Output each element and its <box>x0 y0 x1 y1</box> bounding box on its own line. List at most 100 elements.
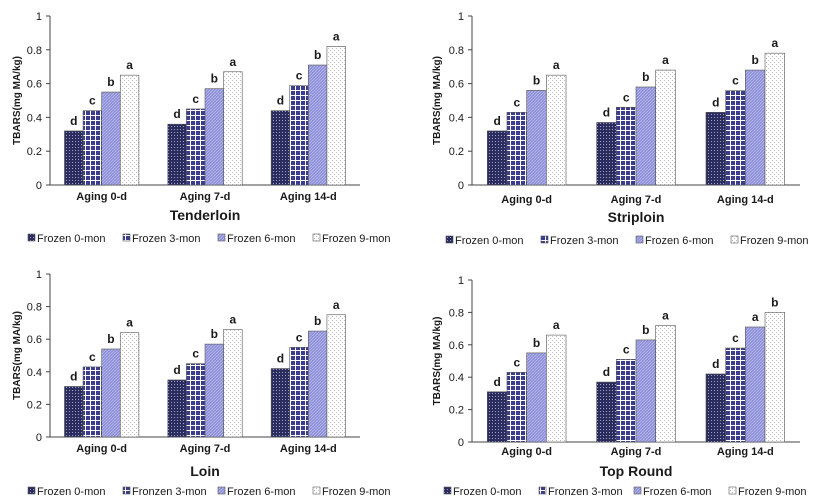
significance-label: c <box>192 92 199 106</box>
y-tick-label: 0.2 <box>449 405 464 417</box>
x-category-label: Aging 0-d <box>76 191 127 203</box>
legend-swatch <box>27 233 36 242</box>
y-tick-label: 1 <box>36 11 42 23</box>
legend-label: Frozen 6-mon <box>645 235 713 247</box>
bar <box>119 332 140 438</box>
bar <box>223 71 243 186</box>
legend-label: Frozen 3-mon <box>550 235 618 247</box>
significance-label: d <box>712 95 719 109</box>
significance-label: c <box>732 73 739 87</box>
legend-label: Frozen 9-mon <box>740 235 808 247</box>
bar <box>596 381 617 443</box>
y-tick-label: 0.8 <box>27 45 42 57</box>
x-category-label: Aging 7-d <box>180 191 231 203</box>
y-tick-label: 0.6 <box>449 340 464 352</box>
y-axis-title: TBARS(mg MA/kg) <box>12 311 23 400</box>
significance-label: d <box>173 107 180 121</box>
significance-label: a <box>333 29 340 43</box>
significance-label: d <box>173 363 180 377</box>
legend: Frozen 0-mon Fronzen 3-mon Frozen 6-mon Fro… <box>443 486 806 498</box>
significance-label: b <box>642 323 649 337</box>
y-tick-label: 0.2 <box>27 146 42 158</box>
legend-label: Frozen 0-mon <box>453 486 521 498</box>
significance-label: d <box>277 94 284 108</box>
legend-swatch <box>728 486 737 495</box>
bar <box>506 112 527 186</box>
bar <box>745 326 766 443</box>
y-tick-label: 1 <box>36 269 42 281</box>
bar <box>223 329 243 438</box>
bar <box>635 86 656 186</box>
legend-swatch <box>538 486 547 495</box>
significance-label: c <box>623 342 630 356</box>
bar <box>270 110 291 186</box>
y-tick-label: 0.2 <box>449 146 464 158</box>
bar <box>655 325 676 443</box>
y-tick-label: 1 <box>458 11 464 23</box>
legend-swatch <box>635 235 644 244</box>
y-tick-label: 0 <box>36 180 42 192</box>
significance-label: c <box>623 90 630 104</box>
bar <box>487 391 508 443</box>
significance-label: b <box>752 53 759 67</box>
bar <box>308 64 328 186</box>
legend-label: Frozen 9-mon <box>322 486 390 498</box>
bar <box>186 108 206 186</box>
significance-label: a <box>126 58 133 72</box>
x-category-label: Aging 7-d <box>611 446 662 458</box>
significance-label: c <box>513 95 520 109</box>
y-tick-label: 0.6 <box>27 334 42 346</box>
bar <box>326 46 346 186</box>
bar <box>725 347 746 443</box>
bar <box>596 122 617 186</box>
significance-label: c <box>732 331 739 345</box>
legend-label: Frozen 9-mon <box>322 233 390 245</box>
bar <box>186 363 206 438</box>
bar <box>270 368 291 438</box>
y-tick-label: 0.8 <box>449 307 464 319</box>
y-tick-label: 0.4 <box>27 367 42 379</box>
significance-label: a <box>772 36 779 50</box>
y-axis-title: TBARS(mg MA/kg) <box>432 56 443 145</box>
y-tick-label: 0.6 <box>27 79 42 91</box>
significance-label: c <box>192 347 199 361</box>
y-tick-label: 0 <box>36 432 42 444</box>
legend-swatch <box>27 486 36 495</box>
x-category-label: Aging 0-d <box>76 443 127 455</box>
legend: Frozen 0-mon Frozen 3-mon Frozen 6-mon Froz… <box>27 233 390 245</box>
significance-label: a <box>752 310 759 324</box>
bar <box>635 339 656 443</box>
bar <box>101 91 121 186</box>
legend-swatch <box>122 233 131 242</box>
legend-label: Frozen 0-mon <box>37 233 105 245</box>
y-tick-label: 0.8 <box>449 45 464 57</box>
bar <box>546 74 567 186</box>
legend-label: Frozen 6-mon <box>227 486 295 498</box>
bar <box>764 52 785 186</box>
significance-label: c <box>89 350 96 364</box>
significance-label: a <box>553 318 560 332</box>
y-tick-label: 1 <box>458 275 464 287</box>
bar <box>82 110 102 186</box>
significance-label: a <box>230 55 237 69</box>
bar <box>526 90 547 186</box>
y-tick-label: 0 <box>458 437 464 449</box>
legend-swatch <box>443 486 452 495</box>
significance-label: b <box>107 75 114 89</box>
significance-label: c <box>296 330 303 344</box>
significance-label: d <box>603 365 610 379</box>
significance-label: d <box>603 105 610 119</box>
significance-label: d <box>277 352 284 366</box>
significance-label: d <box>70 369 77 383</box>
significance-label: a <box>553 58 560 72</box>
y-tick-label: 0.8 <box>27 302 42 314</box>
bar <box>546 334 567 443</box>
significance-label: a <box>333 298 340 312</box>
legend-swatch <box>122 486 131 495</box>
legend-swatch <box>312 486 321 495</box>
significance-label: a <box>662 53 669 67</box>
significance-label: a <box>126 316 133 330</box>
significance-label: d <box>493 114 500 128</box>
